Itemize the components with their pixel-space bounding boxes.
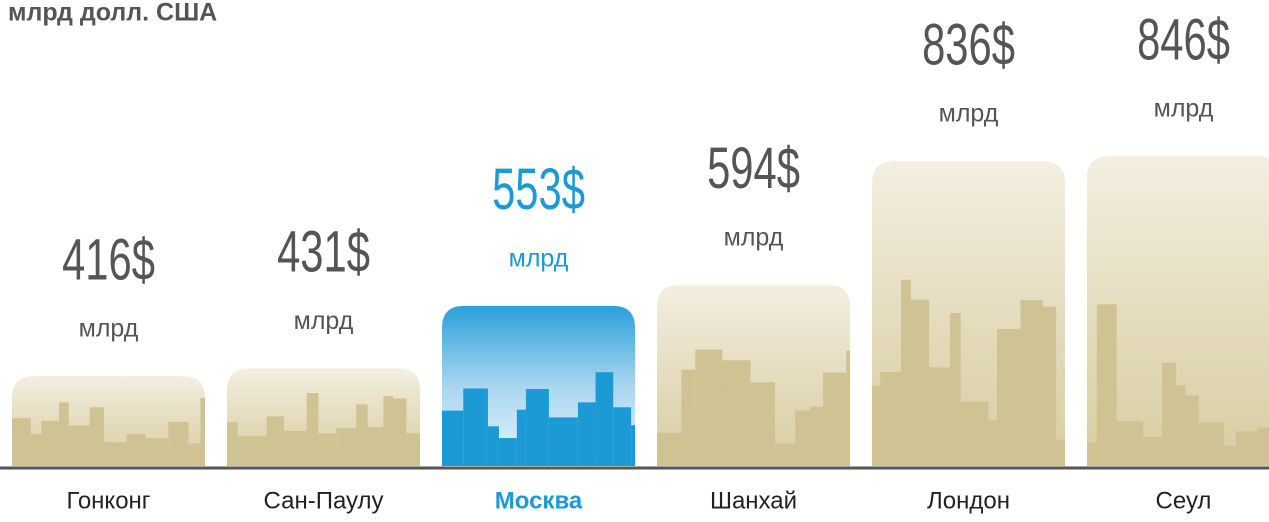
building: [168, 421, 189, 466]
building: [657, 432, 682, 466]
building: [1143, 437, 1163, 466]
x-tick-label: Сан-Паулу: [264, 487, 384, 514]
value-label: 836$: [922, 12, 1015, 77]
building: [1087, 442, 1097, 466]
building: [30, 433, 42, 466]
x-tick-label: Гонконг: [66, 487, 150, 514]
skyline: [12, 397, 205, 466]
building: [1162, 362, 1177, 466]
building: [1116, 421, 1144, 466]
building: [1257, 427, 1269, 466]
building: [695, 349, 723, 466]
unit-label: млрд: [1154, 95, 1214, 123]
value-label: 553$: [492, 156, 585, 221]
building: [200, 397, 205, 466]
building: [516, 409, 526, 466]
building: [1020, 300, 1044, 466]
building: [1224, 445, 1236, 466]
skyline: [227, 393, 420, 466]
x-tick-label: Сеул: [1156, 487, 1212, 514]
x-tick-label: Шанхай: [710, 487, 797, 514]
unit-label: млрд: [724, 224, 784, 252]
skyline: [657, 349, 850, 466]
building: [795, 410, 811, 466]
building: [1176, 385, 1186, 466]
building: [283, 430, 307, 466]
building: [306, 393, 319, 466]
value-label: 594$: [707, 135, 800, 200]
building: [1235, 431, 1258, 466]
building: [810, 406, 824, 466]
building: [104, 442, 127, 466]
building: [356, 404, 368, 466]
building: [1043, 306, 1057, 466]
unit-label: млрд: [79, 315, 139, 343]
building: [823, 372, 847, 466]
building: [318, 433, 337, 466]
x-tick-label: Москва: [495, 487, 583, 514]
x-tick-label: Лондон: [927, 487, 1010, 514]
bar: [1087, 156, 1269, 466]
building: [237, 435, 267, 466]
building: [911, 299, 930, 466]
value-label: 846$: [1137, 7, 1230, 72]
building: [872, 385, 881, 466]
building: [1056, 439, 1065, 466]
building: [960, 401, 989, 466]
building: [406, 433, 420, 466]
building: [145, 438, 169, 466]
skyline: [442, 372, 635, 466]
building: [722, 360, 751, 466]
building: [631, 425, 635, 466]
building: [59, 402, 69, 466]
unit-label: млрд: [294, 307, 354, 335]
building: [498, 438, 517, 466]
skyline: [1087, 304, 1269, 466]
building: [929, 367, 950, 466]
unit-label: млрд: [939, 100, 999, 128]
building: [367, 427, 384, 466]
building: [12, 418, 31, 466]
building: [487, 426, 499, 466]
building: [442, 410, 464, 466]
building: [1096, 304, 1117, 466]
building: [613, 407, 632, 466]
building: [89, 407, 105, 466]
building: [750, 382, 776, 466]
building: [846, 350, 850, 466]
value-label: 416$: [62, 227, 155, 292]
value-label: 431$: [277, 219, 370, 284]
building: [996, 329, 1021, 466]
building: [1185, 395, 1199, 466]
building: [266, 416, 284, 466]
building: [227, 422, 238, 466]
building: [949, 312, 961, 466]
building: [595, 372, 614, 466]
building: [577, 402, 596, 466]
skyline: [872, 279, 1065, 466]
building: [681, 369, 696, 466]
building: [393, 398, 407, 466]
building: [548, 417, 578, 466]
building: [525, 389, 549, 466]
building: [880, 372, 902, 466]
unit-label: млрд: [509, 245, 569, 273]
building: [41, 420, 60, 466]
building: [463, 388, 488, 466]
building: [68, 425, 90, 466]
building: [383, 396, 394, 466]
building: [901, 279, 912, 466]
building: [988, 420, 997, 466]
chart-title: млрд долл. США: [8, 0, 217, 27]
building: [336, 428, 357, 466]
building: [775, 443, 796, 466]
building: [126, 434, 146, 466]
building: [188, 443, 201, 466]
building: [1198, 422, 1225, 466]
